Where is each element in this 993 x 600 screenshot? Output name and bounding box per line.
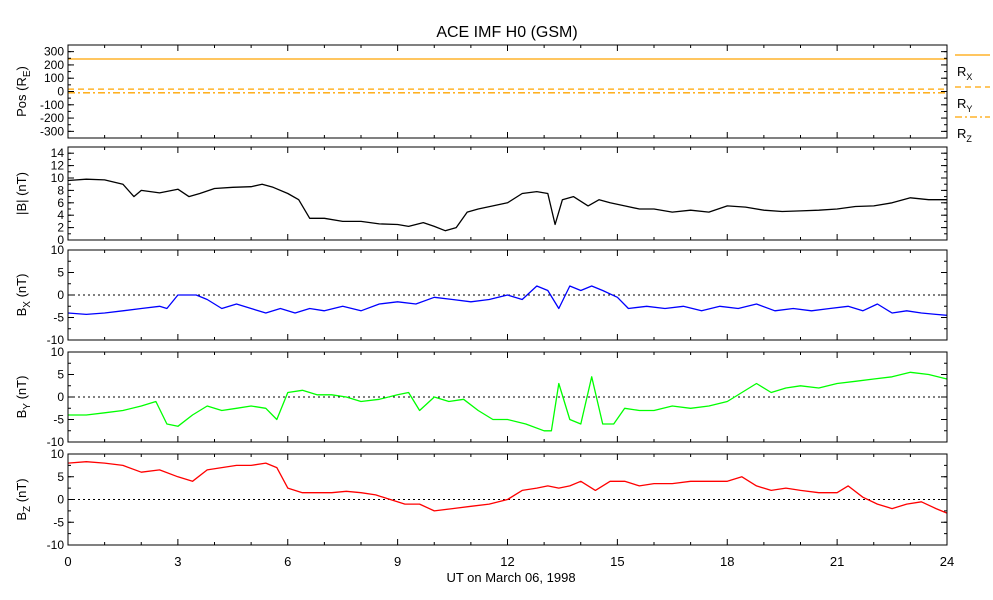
y-tick-label: 2 [57,221,64,235]
y-tick-label: 6 [57,196,64,210]
y-axis-label: BZ (nT) [14,478,33,520]
x-tick-label: 24 [940,554,954,569]
y-axis-label: BX (nT) [14,274,33,317]
x-tick-label: 0 [64,554,71,569]
figure-title: ACE IMF H0 (GSM) [436,24,577,41]
y-tick-label: -300 [40,124,64,138]
y-tick-label: 0 [57,390,64,404]
y-tick-label: -10 [47,435,65,449]
series-by [68,371,947,432]
y-tick-label: 0 [57,493,64,507]
y-tick-label: 10 [51,171,65,185]
x-axis-label: UT on March 06, 1998 [446,570,575,585]
y-tick-label: 8 [57,183,64,197]
y-tick-label: 0 [57,233,64,247]
series-b [68,178,947,232]
y-tick-label: 200 [44,58,64,72]
y-tick-label: -100 [40,98,64,112]
y-tick-label: 5 [57,266,64,280]
y-tick-label: 10 [51,447,65,461]
panel-bz: -10 -5 0 5 10 BZ (nT) [14,447,948,552]
series-bx [68,285,947,316]
y-tick-label: 14 [51,146,65,160]
y-tick-label: 12 [51,159,65,173]
x-tick-label: 18 [720,554,734,569]
x-tick-label: 15 [610,554,624,569]
x-tick-label: 12 [500,554,514,569]
x-tick-label: 21 [830,554,844,569]
y-tick-label: 5 [57,470,64,484]
y-tick-label: 10 [51,243,65,257]
y-tick-label: -200 [40,111,64,125]
y-axis-label: Pos (RE) [14,66,33,117]
x-tick-label: 6 [284,554,291,569]
x-tick-label: 3 [174,554,181,569]
panel-by: -10 -5 0 5 10 BY (nT) [14,345,948,449]
legend-label-rx: RX [957,64,972,82]
y-tick-label: 5 [57,368,64,382]
y-tick-label: 300 [44,45,64,59]
y-tick-label: 0 [57,85,64,99]
y-tick-label: -10 [47,333,65,347]
y-axis-label: |B| (nT) [14,172,29,215]
y-tick-label: 0 [57,288,64,302]
y-tick-label: -5 [53,515,64,529]
x-axis: 0 3 6 9 12 15 18 21 24 [64,554,954,569]
y-tick-label: -5 [53,311,64,325]
panel-bx: -10 -5 0 5 10 BX (nT) [14,243,948,347]
y-tick-label: -5 [53,413,64,427]
series-bz [68,461,947,514]
y-tick-label: 100 [44,71,64,85]
y-tick-label: 10 [51,345,65,359]
pos-legend: RX RY RZ [955,54,990,144]
y-tick-label: -10 [47,538,65,552]
x-tick-label: 9 [394,554,401,569]
y-axis-label: BY (nT) [14,376,33,419]
y-tick-label: 4 [57,208,64,222]
legend-label-ry: RY [957,96,972,114]
legend-label-rz: RZ [957,126,972,144]
